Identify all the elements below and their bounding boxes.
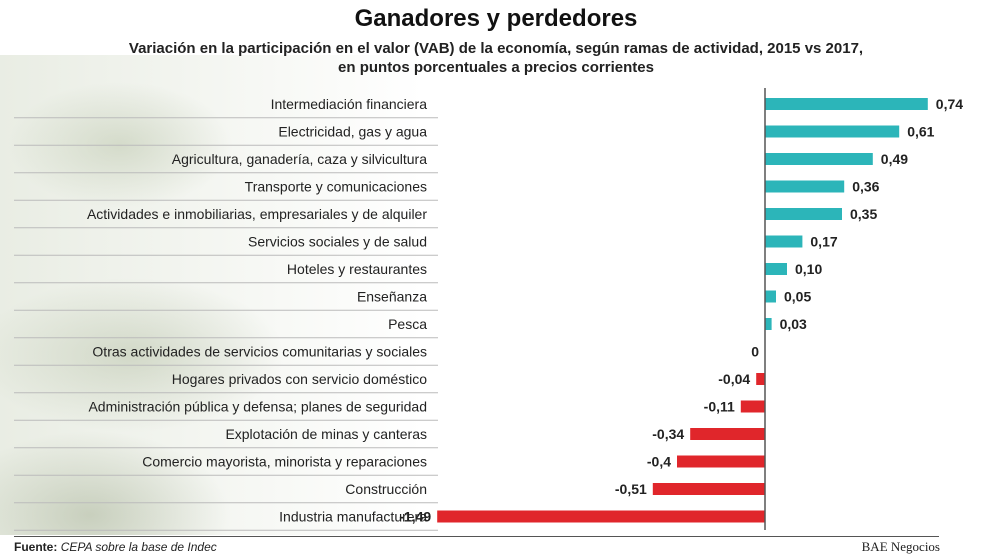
value-label: 0,05 — [784, 289, 811, 305]
category-label: Hogares privados con servicio doméstico — [172, 371, 427, 387]
value-label: 0,35 — [850, 206, 877, 222]
category-label: Otras actividades de servicios comunitar… — [92, 344, 427, 360]
negative-bar — [690, 428, 765, 440]
value-label: -0,11 — [704, 399, 735, 415]
chart-subtitle-line2: en puntos porcentuales a precios corrien… — [338, 59, 654, 76]
source-note: Fuente: CEPA sobre la base de Indec — [14, 540, 217, 554]
value-label: 0,17 — [810, 234, 837, 250]
positive-bar — [765, 235, 803, 248]
positive-bar — [765, 125, 900, 138]
category-label: Construcción — [345, 481, 427, 497]
positive-bar — [765, 290, 776, 303]
positive-bar — [765, 318, 772, 330]
positive-bar — [765, 208, 842, 220]
value-label: 0,36 — [852, 179, 879, 195]
category-label: Electricidad, gas y agua — [278, 124, 427, 140]
category-label: Transporte y comunicaciones — [245, 179, 427, 195]
category-label: Industria manufacturera — [279, 509, 427, 525]
negative-bar — [652, 483, 765, 495]
value-label: 0,10 — [795, 261, 822, 277]
category-label: Agricultura, ganadería, caza y silvicult… — [172, 151, 427, 167]
chart-subtitle-line1: Variación en la participación en el valo… — [128, 40, 864, 57]
category-label: Intermediación financiera — [271, 96, 428, 112]
value-label: 0,49 — [881, 151, 908, 167]
value-label: 0,74 — [936, 96, 963, 112]
negative-bar — [740, 400, 765, 413]
chart-subtitle: Variación en la participación en el valo… — [0, 39, 992, 77]
value-label: -1,49 — [399, 509, 431, 525]
category-label: Comercio mayorista, minorista y reparaci… — [142, 454, 427, 470]
background-photo — [0, 55, 470, 535]
positive-bar — [765, 153, 873, 165]
source-text: CEPA sobre la base de Indec — [60, 540, 217, 554]
positive-bar — [765, 263, 787, 275]
category-label: Servicios sociales y de salud — [248, 234, 427, 250]
source-label: Fuente: — [14, 540, 58, 554]
value-label: -0,4 — [647, 454, 671, 470]
value-label: 0,61 — [907, 124, 934, 140]
negative-bar — [756, 373, 765, 385]
value-label: -0,04 — [718, 371, 750, 387]
value-label: 0 — [751, 344, 759, 360]
value-label: -0,51 — [615, 481, 647, 497]
category-label: Pesca — [388, 316, 427, 332]
category-label: Enseñanza — [357, 289, 427, 305]
value-label: -0,34 — [652, 426, 684, 442]
negative-bar — [677, 455, 765, 468]
positive-bar — [765, 180, 845, 193]
chart-title: Ganadores y perdedores — [354, 5, 638, 32]
brand-credit: BAE Negocios — [861, 539, 940, 554]
category-label: Explotación de minas y canteras — [225, 426, 427, 442]
footer-divider — [14, 536, 939, 537]
negative-bar — [437, 510, 765, 523]
category-label: Actividades e inmobiliarias, empresarial… — [87, 206, 427, 222]
positive-bar — [765, 98, 928, 110]
category-label: Hoteles y restaurantes — [287, 261, 427, 277]
category-label: Administración pública y defensa; planes… — [88, 399, 427, 415]
value-label: 0,03 — [780, 316, 807, 332]
